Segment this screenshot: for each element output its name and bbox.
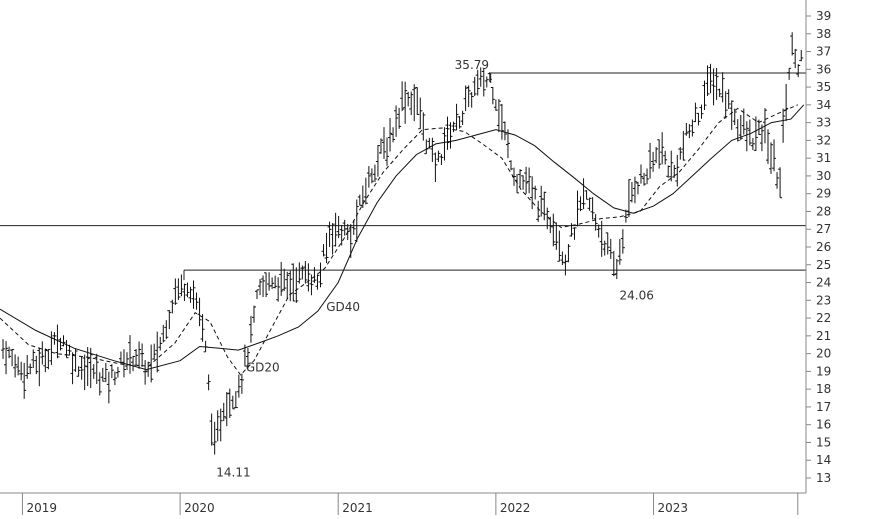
y-tick-label: 34 — [816, 98, 831, 112]
x-tick-label: 2019 — [26, 501, 57, 515]
annotations: 35.79 24.06 14.11 GD40 GD20 — [216, 58, 654, 479]
price-bars — [1, 32, 804, 455]
annotation-label: 35.79 — [455, 58, 489, 72]
y-tick-label: 35 — [816, 80, 831, 94]
y-tick-label: 13 — [816, 471, 831, 485]
y-tick-label: 17 — [816, 400, 831, 414]
y-tick-label: 29 — [816, 187, 831, 201]
x-tick-label: 2022 — [500, 501, 531, 515]
y-tick-label: 33 — [816, 116, 831, 130]
y-tick-label: 36 — [816, 62, 831, 76]
axes: 1314151617181920212223242526272829303132… — [0, 0, 831, 515]
annotation-label: GD20 — [246, 360, 280, 374]
y-tick-label: 26 — [816, 240, 831, 254]
y-tick-label: 27 — [816, 222, 831, 236]
y-tick-label: 38 — [816, 27, 831, 41]
y-tick-label: 15 — [816, 435, 831, 449]
y-tick-label: 18 — [816, 382, 831, 396]
series-line-gd20 — [0, 104, 799, 376]
y-tick-label: 24 — [816, 276, 831, 290]
x-tick-label: 2021 — [342, 501, 373, 515]
annotation-label: GD40 — [326, 300, 360, 314]
y-tick-label: 30 — [816, 169, 831, 183]
y-tick-label: 25 — [816, 258, 831, 272]
annotation-label: 24.06 — [620, 288, 654, 302]
y-tick-label: 21 — [816, 329, 831, 343]
x-tick-label: 2020 — [184, 501, 215, 515]
x-tick-label: 2023 — [658, 501, 689, 515]
moving-averages — [0, 104, 805, 376]
y-tick-label: 31 — [816, 151, 831, 165]
annotation-label: 14.11 — [216, 465, 250, 479]
y-tick-label: 16 — [816, 418, 831, 432]
y-tick-label: 19 — [816, 364, 831, 378]
y-tick-label: 14 — [816, 453, 831, 467]
y-tick-label: 39 — [816, 9, 831, 23]
series-line-gd40 — [0, 104, 805, 371]
y-tick-label: 22 — [816, 311, 831, 325]
y-tick-label: 37 — [816, 45, 831, 59]
y-tick-label: 23 — [816, 293, 831, 307]
y-tick-label: 28 — [816, 204, 831, 218]
y-tick-label: 32 — [816, 133, 831, 147]
horizontal-levels — [0, 72, 806, 281]
y-tick-label: 20 — [816, 347, 831, 361]
